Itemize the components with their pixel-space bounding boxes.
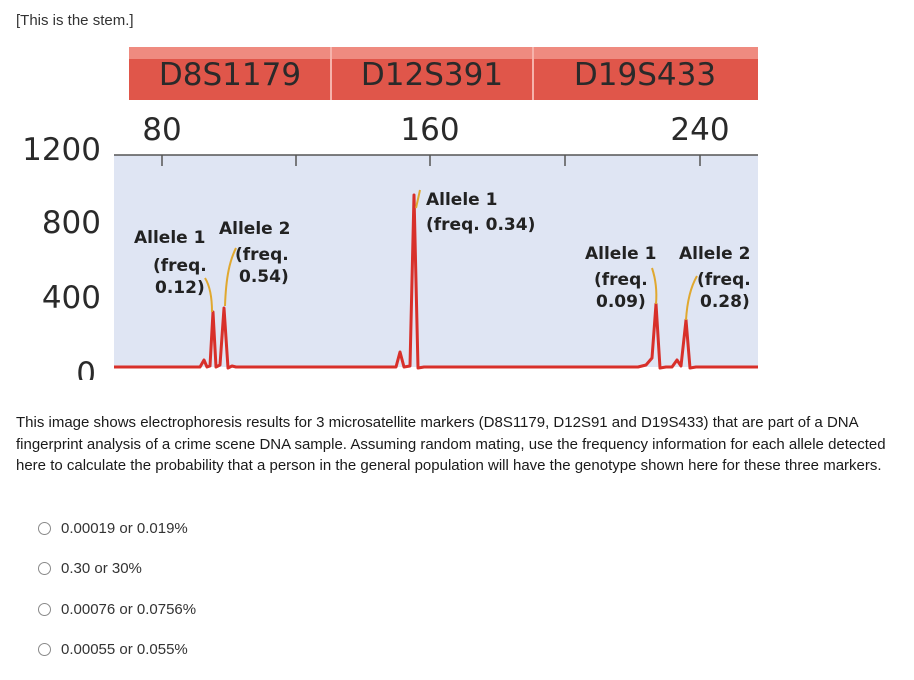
y-tick-label: 800 [42,205,101,241]
allele-freq: 0.28) [700,292,750,312]
trace-line [114,193,758,370]
callout-line [224,247,237,307]
radio-button[interactable] [38,521,51,535]
peak-annotation: Allele 2 (freq. 0.54) [219,219,290,307]
marker-label: D19S433 [574,57,716,93]
peak-annotation: Allele 2 (freq. 0.28) [679,244,751,321]
answer-option[interactable]: 0.00076 or 0.0756% [38,599,196,619]
question-text: This image shows electrophoresis results… [16,414,886,474]
allele-freq: (freq. 0.34) [426,215,535,235]
electrophoresis-figure: D8S1179 D12S391 D19S433 80 160 240 1200 … [0,40,914,392]
allele-label: Allele 1 [426,190,497,210]
peak-annotation: Allele 1 (freq. 0.09) [585,244,658,312]
x-tick-label: 240 [670,112,729,148]
callout-line [204,277,213,313]
radio-button[interactable] [38,562,51,575]
allele-label: Allele 1 [134,228,205,248]
allele-freq: 0.12) [155,278,205,298]
y-tick-label: 1200 [22,132,101,168]
marker-label: D8S1179 [159,57,301,93]
marker-label: D12S391 [361,57,503,93]
allele-label: Allele 2 [219,219,290,239]
answer-option[interactable]: 0.30 or 30% [38,559,196,579]
allele-label: Allele 1 [585,244,656,264]
allele-freq: (freq. [594,270,648,290]
option-label: 0.30 or 30% [61,560,142,577]
radio-button[interactable] [38,643,51,656]
x-tick-label: 80 [142,112,181,148]
allele-freq: 0.54) [239,267,289,287]
top-axis-ticks [161,155,701,166]
x-tick-label: 160 [400,112,459,148]
option-label: 0.00076 or 0.0756% [61,600,197,618]
peak-annotation: Allele 1 (freq. 0.12) [134,228,213,313]
allele-freq: (freq. [153,256,207,276]
allele-freq: (freq. [235,245,289,265]
stem-text: [This is the stem.] [16,12,134,29]
radio-button[interactable] [38,602,51,616]
callout-line [651,267,658,305]
callout-line [415,189,421,209]
allele-label: Allele 2 [679,244,750,264]
option-label: 0.00055 or 0.055% [61,641,188,658]
allele-freq: (freq. [697,270,751,290]
peak-annotation: Allele 1 (freq. 0.34) [415,189,535,235]
callout-line [685,275,698,321]
y-tick-label: 0 [76,356,96,380]
answer-option[interactable]: 0.00019 or 0.019% [38,518,196,538]
electrophoresis-chart: D8S1179 D12S391 D19S433 80 160 240 1200 … [22,47,758,392]
y-tick-label: 400 [42,280,101,316]
allele-freq: 0.09) [596,292,646,312]
answer-option[interactable]: 0.00055 or 0.055% [38,640,196,660]
answer-options: 0.00019 or 0.019% 0.30 or 30% 0.00076 or… [38,518,196,680]
option-label: 0.00019 or 0.019% [61,519,188,537]
